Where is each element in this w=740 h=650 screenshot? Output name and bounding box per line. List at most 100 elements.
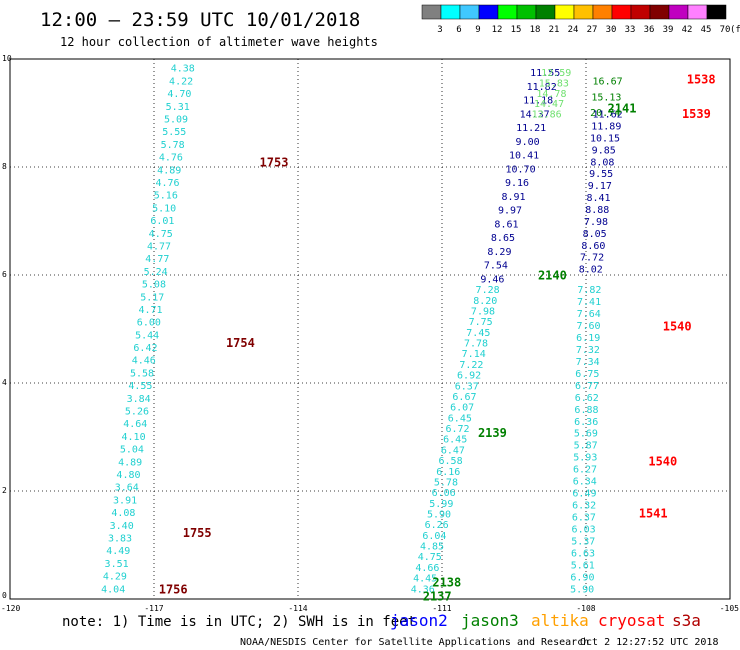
- pass-time-label: 2140: [538, 269, 567, 283]
- wave-height-value: 6.16: [436, 467, 460, 478]
- wave-height-value: 4.46: [132, 356, 156, 367]
- wave-height-value: 15.83: [539, 78, 569, 89]
- pass-time-label: 1538: [687, 73, 716, 87]
- wave-height-value: 5.61: [571, 560, 595, 571]
- wave-height-value: 16.67: [593, 77, 623, 88]
- pass-time-label: 2137: [423, 589, 452, 603]
- latitude-tick-label: 8: [2, 162, 7, 171]
- wave-height-value: 4.71: [138, 305, 162, 316]
- satellite-legend-item: cryosat: [598, 611, 665, 630]
- legend-note: note: 1) Time is in UTC; 2) SWH is in fe…: [62, 614, 416, 630]
- color-swatch: [497, 4, 518, 20]
- wave-height-value: 6.63: [571, 548, 595, 559]
- wave-height-value: 11.62: [593, 110, 623, 121]
- footer-timestamp: Oct 2 12:27:52 UTC 2018: [580, 637, 718, 648]
- wave-height-value: 5.87: [574, 441, 598, 452]
- wave-height-value: 3.40: [110, 521, 134, 532]
- wave-height-value: 8.05: [583, 229, 607, 240]
- pass-time-label: 1755: [183, 526, 212, 540]
- wave-height-value: 3.51: [105, 559, 129, 570]
- wave-height-value: 11.82: [527, 82, 557, 93]
- wave-height-value: 7.45: [466, 328, 490, 339]
- wave-height-value: 9.55: [589, 169, 613, 180]
- wave-height-value: 11.89: [591, 122, 621, 133]
- wave-height-value: 8.61: [494, 219, 518, 230]
- color-scale-label: 42: [682, 25, 693, 35]
- color-swatch: [668, 4, 689, 20]
- satellite-legend-item: jason3: [461, 611, 519, 630]
- color-scale-label: 9: [475, 25, 480, 35]
- wave-height-value: 4.22: [169, 76, 193, 87]
- wave-height-value: 8.20: [473, 296, 497, 307]
- color-scale-label: 30: [606, 25, 617, 35]
- track-t3c: 7.827.417.647.606.197.327.346.756.776.62…: [570, 285, 601, 595]
- track-t3a: 16.67 15.13 20.74: [590, 77, 623, 119]
- wave-height-value: 4.75: [149, 229, 173, 240]
- wave-height-value: 10.41: [509, 151, 539, 162]
- color-scale-label: 70: [720, 25, 731, 35]
- wave-height-value: 4.49: [106, 546, 130, 557]
- wave-height-value: 5.58: [130, 368, 154, 379]
- wave-height-value: 9.97: [498, 206, 522, 217]
- wave-height-value: 7.60: [576, 321, 600, 332]
- wave-height-value: 11.18: [523, 96, 553, 107]
- color-scale-label: 18: [530, 25, 541, 35]
- wave-height-value: 5.37: [571, 536, 595, 547]
- color-scale-label: 6: [456, 25, 461, 35]
- wave-height-value: 4.04: [101, 584, 125, 595]
- wave-height-value: 8.08: [590, 157, 614, 168]
- wave-height-value: 9.16: [505, 178, 529, 189]
- wave-height-value: 6.62: [575, 393, 599, 404]
- latitude-tick-label: 4: [2, 378, 7, 387]
- wave-height-value: 8.88: [585, 205, 609, 216]
- legend: note: 1) Time is in UTC; 2) SWH is in fe…: [62, 611, 701, 630]
- wave-height-value: 5.90: [570, 584, 594, 595]
- color-scale-label: 33: [625, 25, 636, 35]
- wave-height-value: 6.03: [572, 524, 596, 535]
- color-scale-label: 27: [587, 25, 598, 35]
- wave-height-value: 5.17: [140, 292, 164, 303]
- latitude-tick-label: 10: [2, 54, 12, 63]
- wave-height-value: 7.22: [459, 360, 483, 371]
- wave-height-value: 11.55: [530, 68, 560, 79]
- track-t1: 4.384.224.705.315.095.555.784.764.894.76…: [101, 64, 195, 596]
- footer: NOAA/NESDIS Center for Satellite Applica…: [240, 637, 718, 648]
- latitude-tick-label: 6: [2, 270, 7, 279]
- wave-height-value: 4.89: [157, 165, 181, 176]
- wave-height-value: 9.00: [516, 137, 540, 148]
- wave-height-value: 7.41: [577, 297, 601, 308]
- wave-height-value: 6.75: [575, 369, 599, 380]
- latitude-tick-label: 0: [2, 591, 7, 600]
- longitude-tick-label: -111: [432, 604, 451, 613]
- wave-height-value: 6.47: [441, 445, 465, 456]
- color-swatch: [687, 4, 708, 20]
- wave-height-value: 7.32: [576, 345, 600, 356]
- wave-height-value: 8.65: [491, 233, 515, 244]
- wave-height-value: 12.59: [541, 68, 571, 79]
- wave-height-value: 5.78: [161, 140, 185, 151]
- footer-credit: NOAA/NESDIS Center for Satellite Applica…: [240, 637, 589, 648]
- wave-height-value: 8.60: [581, 241, 605, 252]
- pass-time-label: 1539: [682, 107, 711, 121]
- wave-height-value: 4.66: [415, 563, 439, 574]
- wave-height-value: 7.82: [577, 285, 601, 296]
- color-swatch: [611, 4, 632, 20]
- wave-height-value: 8.29: [487, 247, 511, 258]
- pass-time-label: 1540: [648, 454, 677, 468]
- wave-height-value: 4.10: [122, 432, 146, 443]
- wave-height-value: 4.38: [171, 64, 195, 75]
- map-title: 12:00 – 23:59 UTC 10/01/2018: [40, 9, 360, 31]
- pass-time-label: 2138: [432, 575, 461, 589]
- wave-height-value: 6.42: [133, 343, 157, 354]
- satellite-legend-item: jason2: [390, 611, 448, 630]
- wave-height-value: 5.55: [162, 127, 186, 138]
- wave-height-value: 6.58: [439, 456, 463, 467]
- map-frame: [9, 58, 731, 600]
- wave-height-value: 4.29: [103, 572, 127, 583]
- wave-height-value: 5.90: [427, 509, 451, 520]
- wave-height-value: 6.77: [575, 381, 599, 392]
- wave-height-value: 7.75: [469, 317, 493, 328]
- wave-height-value: 4.80: [116, 470, 140, 481]
